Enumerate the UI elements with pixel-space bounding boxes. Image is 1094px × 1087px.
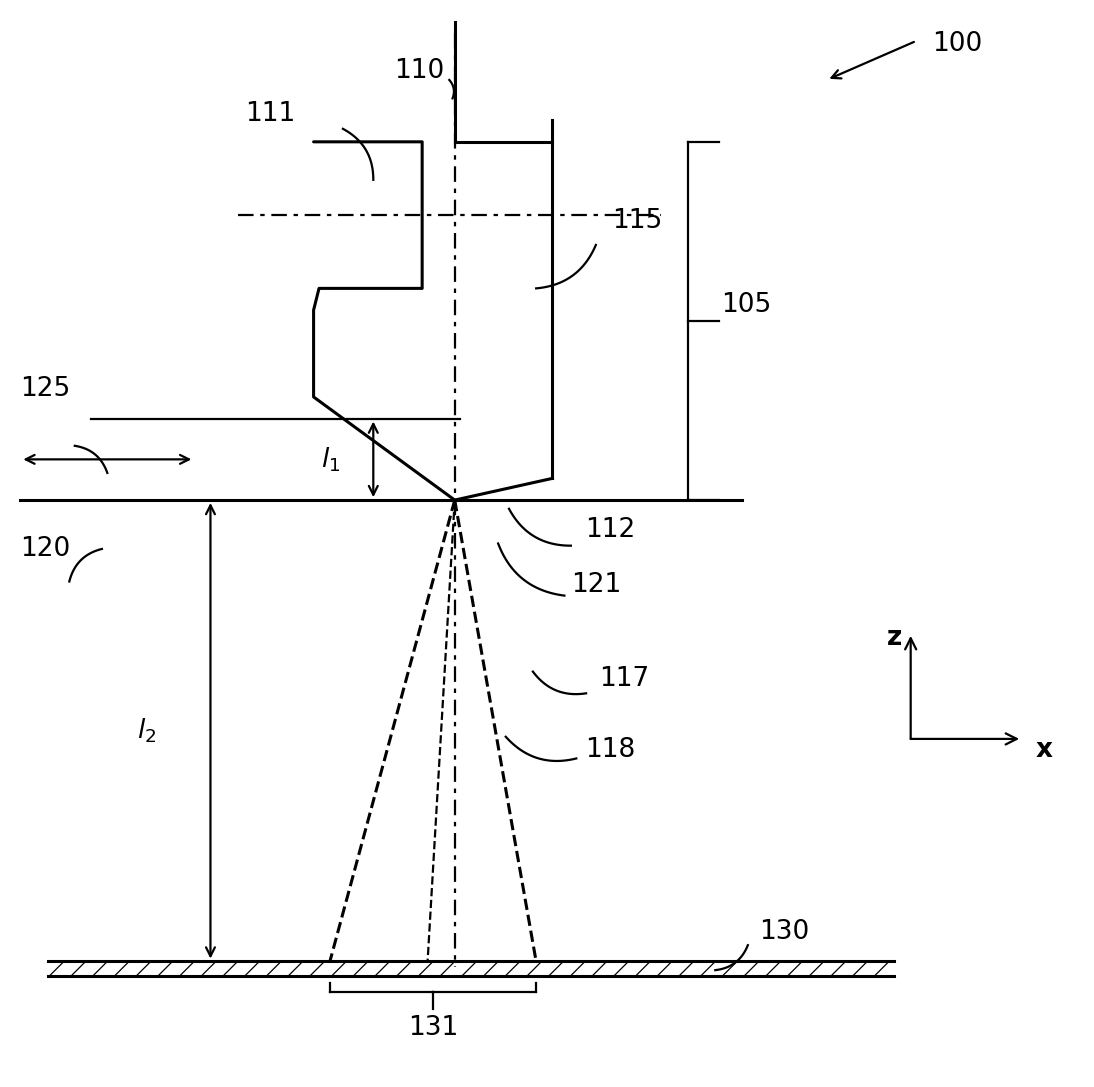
Text: $l_2$: $l_2$ (137, 716, 156, 745)
Text: 111: 111 (245, 101, 295, 126)
Text: 115: 115 (613, 208, 662, 234)
Text: 117: 117 (600, 666, 650, 692)
Text: 120: 120 (21, 536, 71, 562)
Text: 118: 118 (585, 737, 636, 763)
Text: 125: 125 (21, 376, 71, 402)
Text: 100: 100 (932, 32, 982, 58)
Text: $l_1$: $l_1$ (322, 445, 340, 474)
Text: z: z (887, 625, 903, 651)
Text: 105: 105 (721, 291, 771, 317)
Text: 131: 131 (408, 1014, 458, 1040)
Text: 110: 110 (394, 59, 444, 84)
Text: 121: 121 (571, 572, 621, 598)
Text: 130: 130 (759, 920, 808, 946)
Text: 112: 112 (585, 517, 636, 544)
Text: x: x (1036, 737, 1052, 763)
